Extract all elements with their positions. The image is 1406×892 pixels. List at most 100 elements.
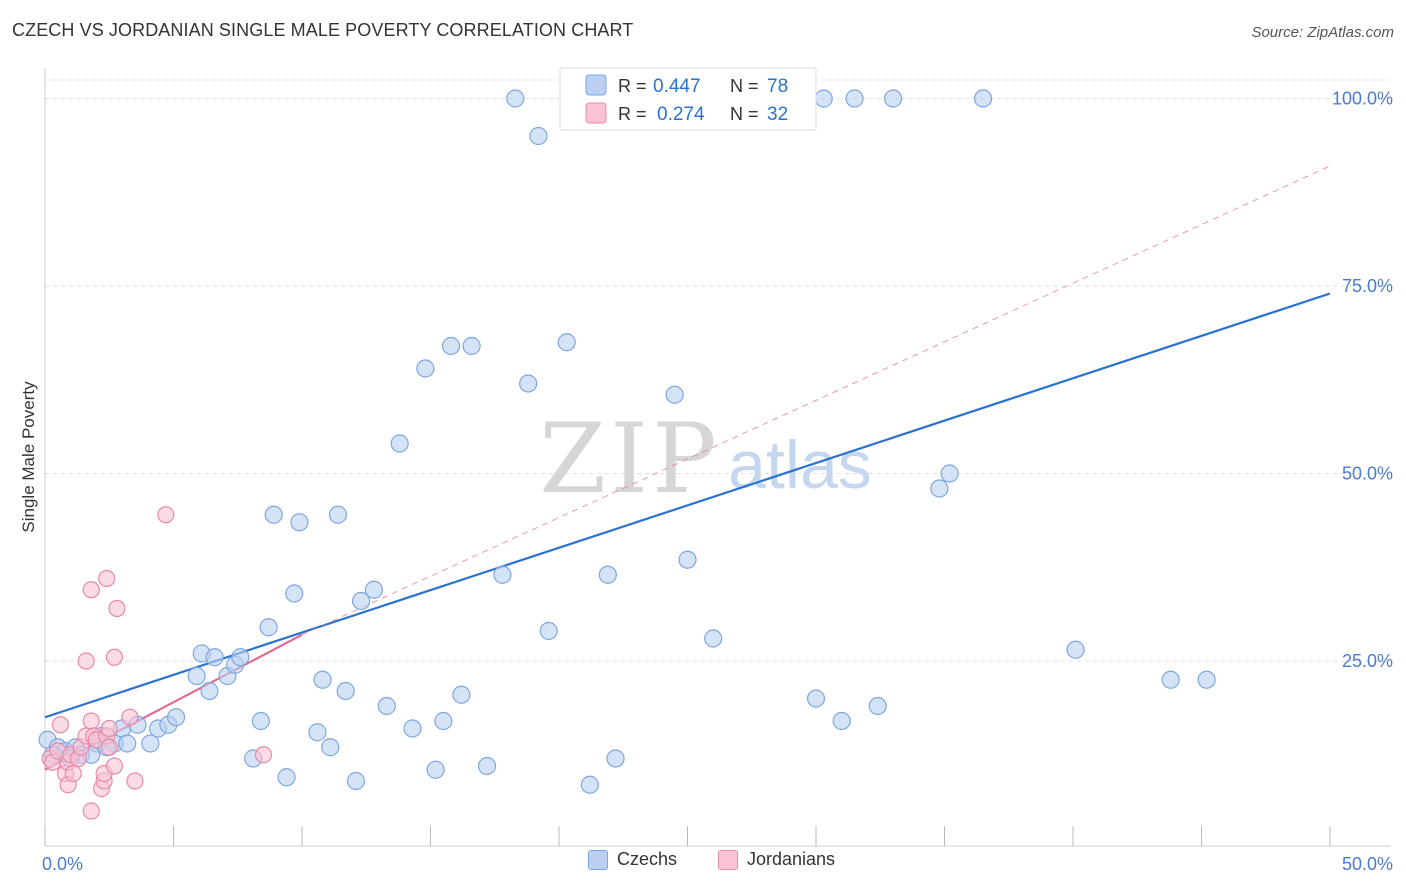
point-czechs-29	[308, 723, 327, 742]
trend-line-czechs-0	[44, 292, 1331, 719]
series-legend-czechs[interactable]: Czechs	[588, 849, 677, 870]
point-czechs-52	[557, 333, 576, 352]
point-czechs-48	[506, 89, 525, 108]
point-czechs-37	[377, 696, 396, 716]
point-czechs-32	[328, 505, 348, 524]
source-label: Source: ZipAtlas.com	[1251, 24, 1394, 41]
point-czechs-28	[290, 513, 309, 532]
point-czechs-14	[166, 708, 186, 727]
point-jordanians-24	[100, 738, 118, 756]
point-jordanians-30	[157, 506, 175, 524]
y-tick-label-0: 25.0%	[1342, 651, 1393, 671]
point-czechs-31	[321, 738, 340, 757]
point-czechs-35	[352, 591, 371, 611]
point-jordanians-25	[105, 757, 123, 775]
point-czechs-69	[940, 464, 959, 483]
point-czechs-27	[285, 584, 304, 603]
point-jordanians-13	[82, 712, 100, 730]
point-czechs-33	[336, 681, 355, 701]
legend-r-value-jordanians: 0.274	[657, 104, 705, 125]
point-czechs-34	[346, 771, 366, 791]
point-jordanians-23	[100, 719, 118, 738]
point-jordanians-14	[82, 802, 100, 820]
watermark-zip: ZIP	[539, 403, 720, 515]
point-czechs-67	[883, 89, 903, 108]
point-czechs-9	[118, 734, 137, 753]
point-czechs-55	[606, 749, 625, 768]
tick-labels: 25.0% 50.0% 75.0% 100.0% 0.0% 50.0%	[42, 89, 1393, 875]
point-czechs-62	[806, 689, 826, 708]
point-czechs-21	[231, 648, 250, 667]
point-czechs-57	[665, 385, 684, 404]
legend-n-value-jordanians: 32	[767, 104, 788, 125]
watermark: ZIP atlas	[539, 403, 871, 515]
point-jordanians-8	[64, 764, 82, 783]
y-axis-label: Single Male Poverty	[19, 381, 38, 533]
x-tick-label-1: 50.0%	[1342, 854, 1393, 874]
series-legend: Czechs Jordanians	[0, 849, 1406, 879]
point-czechs-47	[493, 565, 512, 584]
point-czechs-73	[1197, 670, 1216, 689]
point-jordanians-3	[51, 716, 70, 734]
point-czechs-60	[704, 629, 723, 648]
legend-r-label-jordanians: R =	[618, 104, 647, 124]
point-czechs-66	[868, 696, 887, 716]
point-czechs-54	[598, 565, 617, 584]
point-czechs-17	[200, 681, 219, 701]
point-czechs-68	[930, 479, 949, 498]
y-tick-label-2: 75.0%	[1342, 276, 1393, 296]
legend-swatch-jordanians	[585, 102, 607, 124]
point-czechs-11	[141, 734, 160, 753]
point-jordanians-31	[254, 746, 273, 764]
y-tick-label-1: 50.0%	[1342, 464, 1393, 484]
point-czechs-46	[477, 756, 497, 776]
point-czechs-45	[462, 336, 481, 356]
point-czechs-64	[832, 711, 851, 731]
watermark-atlas: atlas	[728, 427, 872, 503]
point-czechs-58	[678, 550, 697, 569]
y-tick-label-3: 100.0%	[1332, 89, 1393, 109]
legend-n-value-czechs: 78	[767, 76, 788, 97]
series-legend-label-jordanians: Jordanians	[747, 849, 836, 869]
chart-title: CZECH VS JORDANIAN SINGLE MALE POVERTY C…	[12, 20, 634, 40]
point-czechs-72	[1161, 670, 1180, 689]
point-jordanians-27	[108, 599, 126, 618]
series-legend-label-czechs: Czechs	[617, 849, 678, 869]
point-czechs-49	[519, 374, 538, 393]
x-tick-label-0: 0.0%	[42, 854, 83, 874]
series-legend-jordanians[interactable]: Jordanians	[718, 849, 835, 870]
legend-n-label-czechs: N =	[730, 76, 759, 96]
point-czechs-18	[205, 648, 224, 667]
point-czechs-51	[539, 621, 558, 641]
point-czechs-65	[845, 89, 864, 108]
point-jordanians-21	[98, 569, 116, 588]
point-jordanians-12	[77, 652, 95, 670]
legend-swatch-czechs	[585, 74, 607, 96]
point-czechs-41	[426, 760, 445, 779]
stats-legend-row-czechs: R = 0.447 N = 78	[585, 74, 788, 97]
point-czechs-26	[277, 768, 296, 787]
point-czechs-25	[264, 505, 283, 524]
stats-legend-row-jordanians: R = 0.274 N = 32	[585, 102, 788, 125]
legend-n-label-jordanians: N =	[730, 104, 759, 124]
point-czechs-15	[187, 666, 206, 686]
point-czechs-40	[416, 359, 435, 378]
point-czechs-24	[259, 618, 278, 637]
legend-r-value-czechs: 0.447	[653, 76, 701, 97]
point-czechs-36	[364, 580, 384, 599]
point-czechs-70	[973, 89, 993, 108]
point-czechs-63	[814, 89, 833, 108]
grid-lines	[45, 79, 1390, 662]
trend-line-jordanians-2	[301, 165, 1331, 636]
legend-r-label-czechs: R =	[618, 76, 647, 96]
stats-legend: R = 0.447 N = 78 R = 0.274 N = 32	[559, 67, 817, 131]
point-jordanians-15	[82, 581, 100, 599]
point-czechs-39	[403, 719, 422, 738]
point-czechs-53	[580, 775, 599, 794]
point-czechs-42	[434, 711, 453, 731]
point-jordanians-26	[105, 648, 123, 666]
point-czechs-43	[441, 336, 461, 356]
series-legend-swatch-czechs	[588, 849, 608, 870]
series-legend-swatch-jordanians	[718, 849, 738, 870]
point-czechs-38	[390, 434, 409, 453]
